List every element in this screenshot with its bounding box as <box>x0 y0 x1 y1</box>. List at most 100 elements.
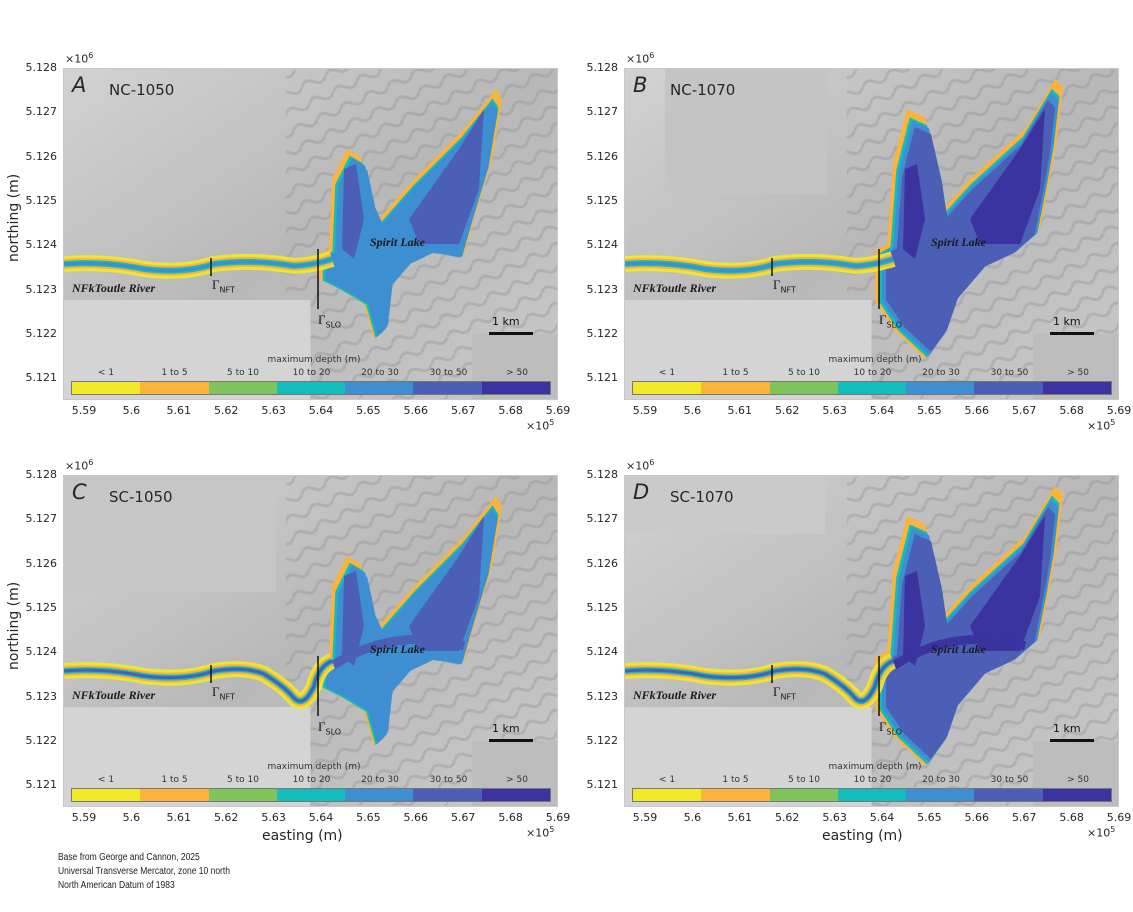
scale-bar-label: 1 km <box>1053 722 1081 735</box>
gamma-symbol: Γ <box>318 312 326 327</box>
y-axis-label-bottom: northing (m) <box>6 581 22 670</box>
colorbar-label: 10 to 20 <box>292 368 331 378</box>
colorbar-swatch <box>72 382 141 394</box>
credit-line-3: North American Datum of 1983 <box>58 880 175 891</box>
colorbar-swatch <box>481 789 550 801</box>
scenario-label: NC-1050 <box>109 81 175 99</box>
x-axis-label-right: easting (m) <box>822 828 903 844</box>
colorbar-swatch <box>208 382 277 394</box>
hillshade-map <box>625 69 1118 399</box>
colorbar-label: 5 to 10 <box>788 368 820 378</box>
colorbar-swatch <box>701 789 770 801</box>
colorbar-swatch <box>276 382 346 394</box>
x-tick-label: 5.59 <box>632 811 658 824</box>
x-exponent: ×105 <box>526 418 554 433</box>
colorbar-swatch <box>837 382 907 394</box>
colorbar-swatch <box>769 382 838 394</box>
x-exponent-power: 5 <box>1110 418 1116 427</box>
y-tick-label: 5.124 <box>25 238 58 252</box>
y-tick-label: 5.128 <box>25 61 58 74</box>
x-tick-label: 5.65 <box>356 811 381 824</box>
colorbar-swatch <box>345 789 414 801</box>
gamma-nft-label: ΓNFT <box>212 684 235 702</box>
colorbar-title: maximum depth (m) <box>828 355 922 365</box>
x-exponent-base: ×10 <box>526 826 550 840</box>
x-tick-label: 5.65 <box>917 811 942 824</box>
x-tick-label: 5.66 <box>964 404 990 417</box>
credit-line-1: Base from George and Cannon, 2025 <box>58 852 200 863</box>
colorbar-swatch <box>72 789 141 801</box>
y-tick-label: 5.127 <box>25 512 58 526</box>
gamma-symbol: Γ <box>318 719 326 734</box>
colorbar-swatch <box>140 382 209 394</box>
colorbar-swatch <box>345 382 414 394</box>
x-tick-label: 5.6 <box>122 404 141 417</box>
colorbar-swatch <box>481 382 550 394</box>
x-tick-label: 5.69 <box>1106 811 1132 824</box>
credit-line-2: Universal Transverse Mercator, zone 10 n… <box>58 866 230 877</box>
x-tick-label: 5.69 <box>1106 404 1132 417</box>
y-tick-label: 5.125 <box>25 193 58 207</box>
scale-bar-label: 1 km <box>1053 315 1081 328</box>
x-tick-label: 5.69 <box>545 811 571 824</box>
x-tick-label: 5.64 <box>308 404 334 417</box>
panel-letter: B <box>633 73 648 97</box>
y-exponent-base: ×10 <box>65 459 89 473</box>
y-tick-label: 5.123 <box>25 282 58 296</box>
gamma-symbol: Γ <box>212 684 220 699</box>
y-tick-label: 5.122 <box>586 326 619 340</box>
y-exponent-power: 6 <box>649 458 655 467</box>
gamma-subscript: SLO <box>325 727 342 737</box>
y-tick-label: 5.126 <box>25 149 58 163</box>
colorbar-label: < 1 <box>97 368 115 378</box>
y-tick-label: 5.123 <box>25 689 58 703</box>
scale-bar-label: 1 km <box>492 315 520 328</box>
colorbar <box>632 381 1112 395</box>
scale-bar <box>489 332 533 335</box>
colorbar-label: 20 to 30 <box>361 368 399 378</box>
x-tick-label: 5.6 <box>683 404 702 417</box>
panel-letter: A <box>72 73 87 97</box>
colorbar-swatch <box>633 789 702 801</box>
y-exponent: ×106 <box>626 458 654 473</box>
hillshade-map <box>64 476 557 806</box>
x-tick-label: 5.63 <box>822 811 847 824</box>
hillshade-map <box>625 476 1118 806</box>
colorbar-label: 1 to 5 <box>722 368 749 378</box>
x-tick-label: 5.64 <box>869 404 895 417</box>
x-tick-label: 5.65 <box>356 404 381 417</box>
y-tick-label: 5.123 <box>586 689 619 703</box>
y-tick-label: 5.124 <box>586 238 619 252</box>
x-tick-label: 5.66 <box>403 811 429 824</box>
x-tick-label: 5.63 <box>261 811 286 824</box>
x-tick-label: 5.59 <box>71 404 97 417</box>
x-exponent-base: ×10 <box>1087 419 1111 433</box>
gamma-slo-label: ΓSLO <box>879 719 902 737</box>
y-tick-label: 5.125 <box>586 193 619 207</box>
y-tick-label: 5.127 <box>586 512 619 526</box>
y-tick-label: 5.126 <box>25 556 58 570</box>
y-tick-label: 5.127 <box>25 105 58 119</box>
y-tick-label: 5.123 <box>586 282 619 296</box>
colorbar-swatch <box>769 789 838 801</box>
gamma-nft-label: ΓNFT <box>212 277 235 295</box>
colorbar-label: 20 to 30 <box>922 775 960 785</box>
x-exponent-power: 5 <box>1110 825 1116 834</box>
gamma-nft-label: ΓNFT <box>773 277 796 295</box>
y-exponent-base: ×10 <box>65 52 89 66</box>
gamma-nft-label: ΓNFT <box>773 684 796 702</box>
x-tick-label: 5.61 <box>166 811 192 824</box>
colorbar-label: 20 to 30 <box>361 775 399 785</box>
x-tick-label: 5.67 <box>1011 404 1037 417</box>
scale-bar <box>1050 739 1094 742</box>
colorbar-label: 5 to 10 <box>227 368 259 378</box>
x-tick-label: 5.67 <box>450 811 476 824</box>
gamma-slo-label: ΓSLO <box>879 312 902 330</box>
colorbar-label: 10 to 20 <box>853 368 892 378</box>
scale-bar-label: 1 km <box>492 722 520 735</box>
x-tick-label: 5.62 <box>774 404 800 417</box>
x-tick-label: 5.59 <box>632 404 658 417</box>
colorbar-swatch <box>413 382 482 394</box>
colorbar-label: > 50 <box>506 775 528 785</box>
gamma-subscript: SLO <box>886 727 903 737</box>
